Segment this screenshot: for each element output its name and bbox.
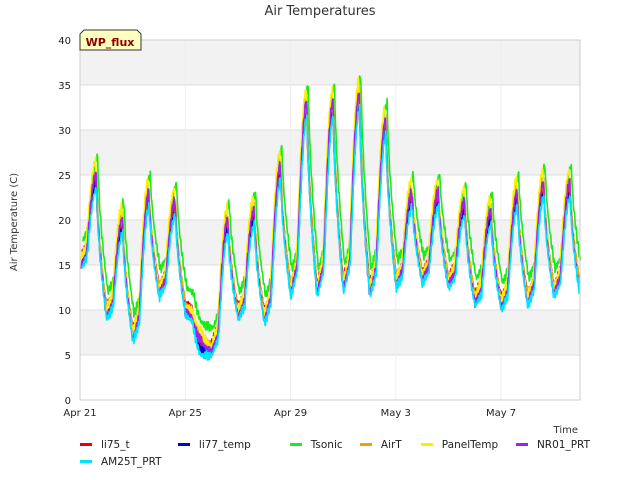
legend-item: PanelTemp [420,438,506,451]
x-axis-label: Time [553,425,578,436]
series-line-am25t-prt [80,104,580,361]
x-tick-label: Apr 25 [169,408,202,419]
series-lines [80,75,582,361]
background-band [80,355,580,400]
legend-item: Tsonic [289,438,350,451]
x-tick-labels: Apr 21 Apr 25 Apr 29 May 3 May 7 [63,408,516,419]
legend-row: li75_t li77_temp Tsonic AirT PanelTemp NR01_P… [80,436,600,453]
background-band [80,310,580,355]
legend-swatch [515,443,528,446]
legend-swatch [420,443,433,446]
legend-label: NR01_PRT [536,438,590,451]
legend-label: li75_t [101,438,130,451]
legend-label: AM25T_PRT [101,455,162,468]
legend-label: PanelTemp [441,438,499,451]
x-tick-label: Apr 21 [63,408,96,419]
y-tick-labels: 0 5 10 15 20 25 30 35 40 [58,36,71,407]
x-tick-label: May 3 [381,408,411,419]
legend-item: li75_t [80,439,168,451]
y-tick-label: 40 [58,36,71,47]
chart-title: Air Temperatures [264,4,375,19]
y-tick-label: 5 [65,351,71,362]
legend-label: li77_temp [198,438,251,451]
legend-item: li77_temp [177,438,280,451]
y-axis-label: Air Temperature (C) [9,173,20,271]
x-tick-label: Apr 29 [274,408,307,419]
plot-frame [79,39,581,401]
legend-item: AM25T_PRT [80,456,162,468]
y-tick-label: 0 [65,396,71,407]
legend-swatch [80,460,92,463]
y-tick-label: 35 [58,81,71,92]
legend-swatch [80,443,92,446]
legend-item: AirT [359,438,411,451]
background-band [80,40,580,85]
y-tick-label: 25 [58,171,71,182]
y-tick-label: 20 [58,216,71,227]
legend: li75_t li77_temp Tsonic AirT PanelTemp NR01_P… [80,436,600,470]
legend-label: Tsonic [310,438,343,451]
badge: WP_flux [79,29,142,51]
background-bands [80,40,580,400]
y-tick-label: 30 [58,126,71,137]
y-tick-label: 15 [58,261,71,272]
legend-swatch [177,443,190,446]
legend-item: NR01_PRT [515,438,590,451]
background-band [80,175,580,220]
legend-label: AirT [380,438,402,451]
legend-row: AM25T_PRT [80,453,600,470]
badge-label: WP_flux [86,36,135,49]
legend-swatch [289,443,302,446]
y-tick-label: 10 [58,306,71,317]
legend-swatch [359,443,372,446]
x-tick-label: May 7 [486,408,516,419]
